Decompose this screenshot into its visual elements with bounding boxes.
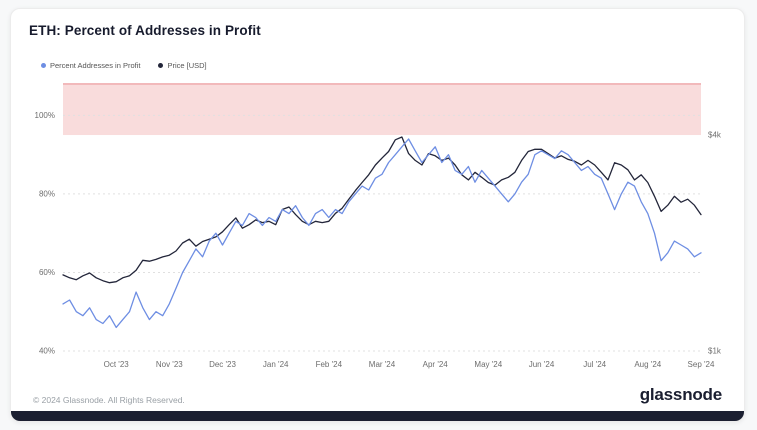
chart-card: ETH: Percent of Addresses in Profit Perc…: [10, 8, 745, 422]
page-title: ETH: Percent of Addresses in Profit: [29, 23, 261, 38]
x-axis-tick-label: Oct '23: [104, 360, 130, 369]
price-axis-tick-label: $1k: [708, 347, 722, 356]
glassnode-logo[interactable]: glassnode: [639, 385, 722, 404]
x-axis-tick-label: Jul '24: [583, 360, 606, 369]
legend-item-percent-addresses-in-profit[interactable]: Percent Addresses in Profit: [41, 61, 140, 70]
x-axis-tick-label: Feb '24: [316, 360, 343, 369]
y-axis-tick-label: 100%: [35, 111, 55, 120]
y-axis-tick-label: 40%: [39, 347, 55, 356]
x-axis-tick-label: May '24: [474, 360, 502, 369]
legend-dot-price: [158, 63, 164, 68]
legend-label-percent: Percent Addresses in Profit: [50, 61, 141, 70]
y-axis-tick-label: 60%: [39, 268, 55, 277]
x-axis-tick-label: Dec '23: [209, 360, 236, 369]
legend-label-price: Price [USD]: [167, 61, 207, 70]
footer-copyright: © 2024 Glassnode. All Rights Reserved.: [33, 395, 185, 405]
x-axis-tick-label: Apr '24: [423, 360, 449, 369]
profit-band: [63, 84, 701, 136]
series-line-price-usd-: [62, 136, 702, 284]
x-axis-tick-label: Jan '24: [263, 360, 289, 369]
x-axis-tick-label: Mar '24: [369, 360, 396, 369]
chart-canvas[interactable]: 40% 60% 80% 100% $1k $4k Oct '23 Nov '23 Dec '23…: [11, 75, 748, 375]
legend-dot-percent: [41, 63, 46, 68]
x-axis-tick-label: Jun '24: [529, 360, 555, 369]
bottom-accent-bar: [11, 411, 744, 421]
series-line-percent-addresses-in-profit: [62, 138, 702, 329]
card-footer: © 2024 Glassnode. All Rights Reserved. g…: [11, 385, 744, 405]
legend-item-price-usd[interactable]: Price [USD]: [158, 61, 207, 70]
x-axis-tick-label: Nov '23: [156, 360, 183, 369]
chart-legend: Percent Addresses in Profit Price [USD]: [41, 61, 207, 70]
y-axis-tick-label: 80%: [39, 189, 55, 198]
x-axis-tick-label: Sep '24: [688, 360, 715, 369]
price-axis-tick-label: $4k: [708, 131, 722, 140]
x-axis-tick-label: Aug '24: [634, 360, 661, 369]
